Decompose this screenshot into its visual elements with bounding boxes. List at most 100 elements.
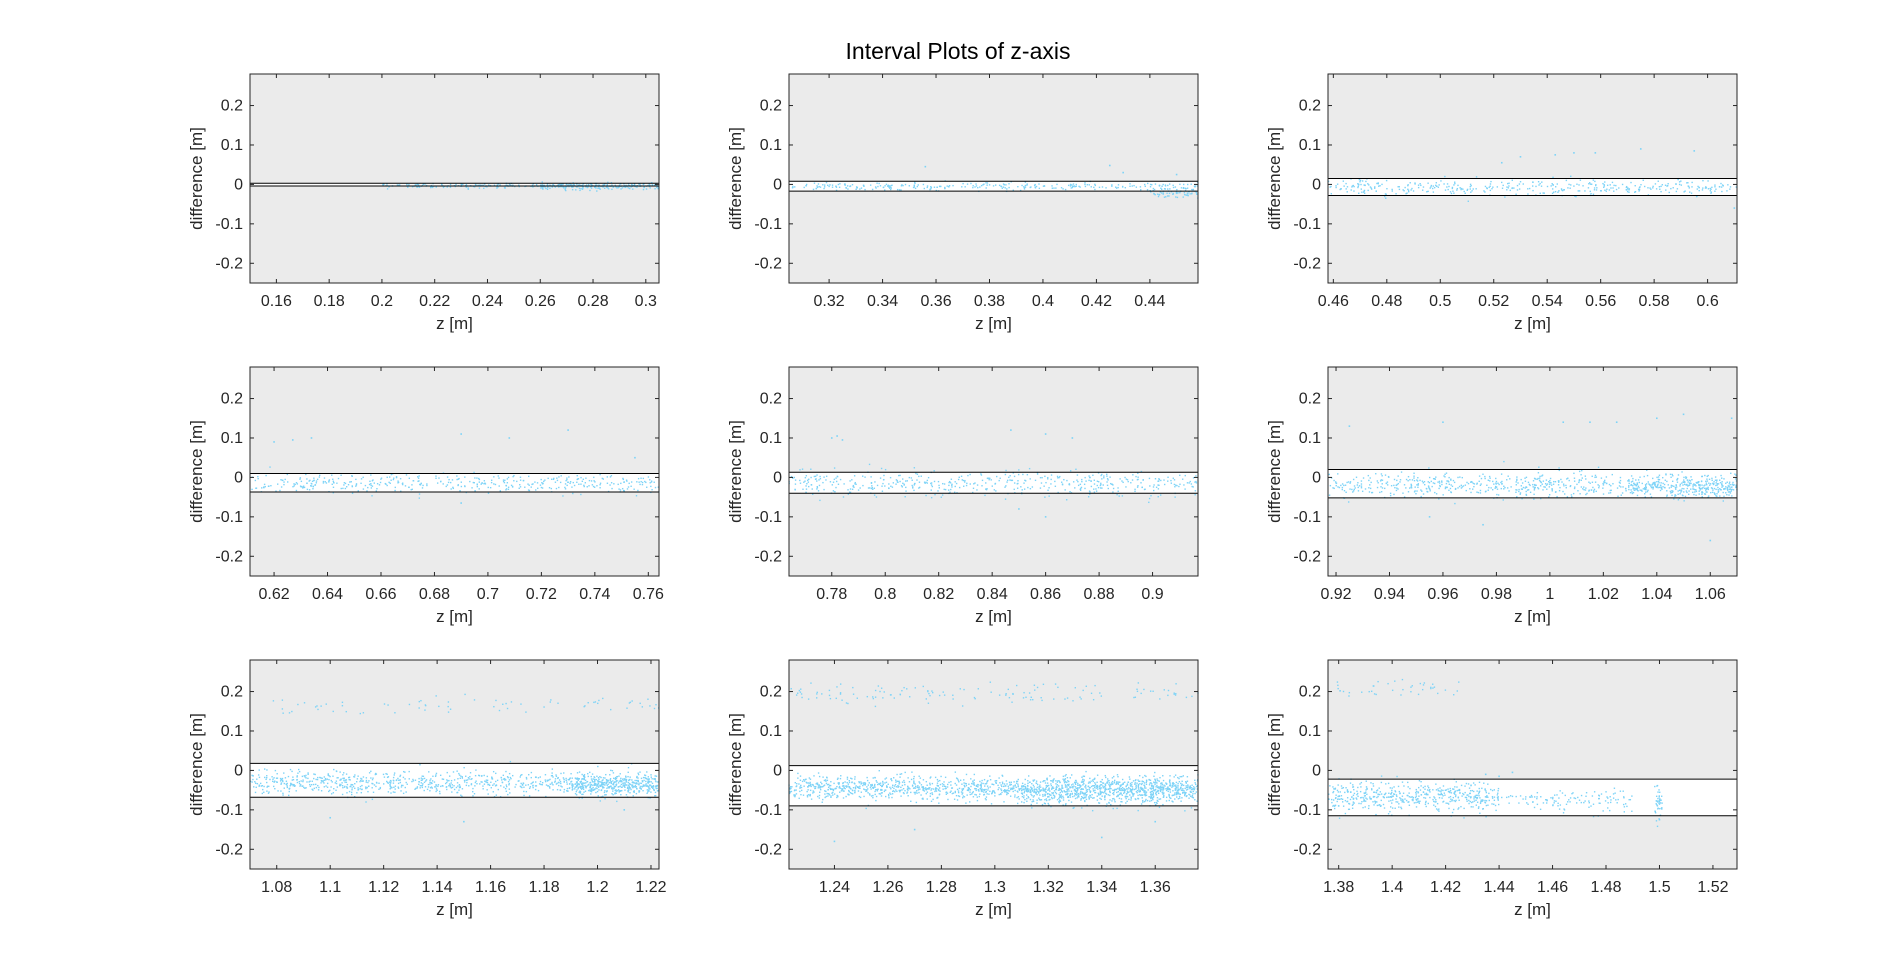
data-point [1731,486,1733,488]
data-point [326,786,329,788]
data-point [948,484,950,487]
data-point [389,788,391,790]
data-point [1420,489,1422,491]
data-point [1650,486,1653,489]
data-point [1354,487,1356,489]
data-point [630,485,632,487]
data-point [1734,473,1736,475]
data-point [1698,484,1700,486]
data-point [1726,486,1729,489]
data-point [1081,480,1083,483]
data-point [1380,473,1383,475]
data-point [1127,480,1129,483]
data-point [1489,183,1492,185]
data-point [1590,183,1593,185]
data-point [1620,494,1622,496]
data-point [643,186,645,188]
data-point [581,783,583,786]
data-point [1563,485,1565,487]
data-point [1703,485,1705,487]
data-point [530,782,532,785]
data-point [1013,787,1015,789]
data-point [379,786,382,789]
data-point [1447,481,1450,483]
data-point [362,712,365,714]
data-point [805,485,807,487]
data-point [1551,488,1553,490]
data-point [983,778,986,781]
data-point [1457,487,1459,489]
data-point [923,187,926,190]
data-point [311,480,314,483]
data-point [344,482,347,485]
data-point [883,478,885,481]
data-point [442,778,445,780]
data-point [860,781,862,783]
data-point [545,795,547,798]
data-point [547,785,549,787]
data-point [442,186,445,189]
data-point [1721,184,1724,186]
axes-box [249,73,660,284]
data-point [914,182,916,185]
data-point [435,475,437,477]
data-point [1139,186,1142,188]
data-point [528,773,530,776]
data-point [951,484,953,486]
data-point [257,477,259,480]
data-point [316,478,319,481]
data-point [1367,189,1369,192]
data-point [1044,475,1046,478]
data-point [252,778,254,781]
y-tick-label: 0 [234,176,243,193]
data-point [580,493,582,496]
data-point [1386,188,1388,190]
data-point [575,778,578,780]
data-point [1132,474,1134,476]
data-point [618,780,621,782]
data-point [1558,190,1560,192]
data-point [1020,792,1023,794]
data-point [860,187,863,189]
data-point [1688,490,1690,492]
data-point [1602,182,1604,185]
data-point [1363,192,1366,194]
data-point [580,787,582,789]
data-point [1352,491,1354,493]
data-point [328,480,330,482]
data-point [1393,478,1396,481]
data-point [1536,478,1538,481]
data-point [584,779,587,782]
data-point [1137,478,1139,481]
data-point [1722,485,1724,487]
data-point [393,786,395,789]
data-point [1544,486,1546,488]
data-point [1504,486,1506,489]
data-point [1686,487,1688,490]
data-point [582,185,584,188]
data-point [1666,494,1668,496]
data-point [1584,475,1587,477]
data-point [605,782,607,785]
data-point [491,777,493,780]
data-point [1172,193,1174,196]
data-point [1625,186,1628,189]
data-point [1453,184,1455,186]
data-point [1695,489,1697,491]
data-point [1729,492,1732,494]
data-point [1492,480,1494,483]
data-point [1076,479,1078,481]
data-point [325,703,327,705]
data-point [1050,474,1053,476]
data-point [949,480,951,483]
data-point [636,776,638,779]
data-point [1413,472,1415,474]
data-point [583,778,585,780]
outlier-point [1122,171,1124,174]
data-point [1666,495,1668,497]
data-point [1574,195,1576,197]
data-point [1162,183,1164,186]
data-point [1491,489,1494,491]
data-point [1051,187,1054,189]
data-point [397,480,399,482]
